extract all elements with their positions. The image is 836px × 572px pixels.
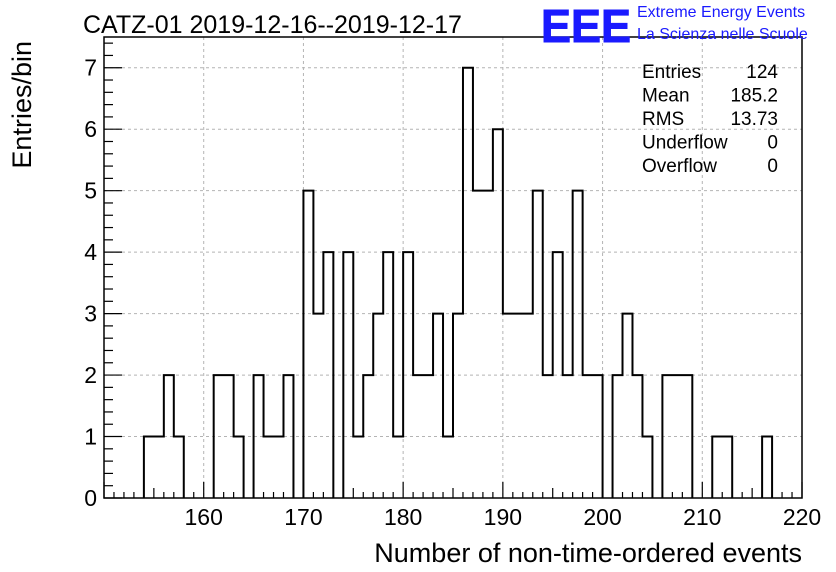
stats-label: Underflow xyxy=(642,133,728,154)
y-tick-label: 7 xyxy=(84,55,97,81)
axis-ticks: 160 170 180 190 200 210 220 0 1 2 3 4 5 6 7 xyxy=(84,42,821,530)
histogram-bin xyxy=(413,375,423,498)
histogram-bin xyxy=(164,375,174,498)
histogram-bin xyxy=(343,252,353,498)
stats-label: Entries xyxy=(642,62,701,83)
y-tick-label: 5 xyxy=(84,178,97,204)
histogram-bin xyxy=(254,375,264,498)
eee-logo-line1: Extreme Energy Events xyxy=(637,4,805,21)
histogram-bin xyxy=(583,375,593,498)
histogram-bin xyxy=(513,314,523,498)
histogram-bin xyxy=(303,191,313,498)
histogram-bin xyxy=(722,437,732,498)
y-tick-label: 0 xyxy=(84,485,97,511)
histogram-bin xyxy=(144,437,154,498)
stats-value: 185.2 xyxy=(730,86,778,107)
y-axis-title: Entries/bin xyxy=(7,41,37,169)
histogram-bin xyxy=(274,437,284,498)
histogram-bin xyxy=(483,191,493,498)
histogram-bin xyxy=(563,375,573,498)
y-tick-label: 6 xyxy=(84,116,97,142)
y-tick-label: 1 xyxy=(84,424,97,450)
histogram-bin xyxy=(453,314,463,498)
histogram-bin xyxy=(523,314,533,498)
histogram-bin xyxy=(632,375,642,498)
histogram-bin xyxy=(682,375,692,498)
x-tick-label: 190 xyxy=(484,504,522,530)
histogram-bin xyxy=(672,375,682,498)
y-tick-label: 4 xyxy=(84,239,97,265)
histogram-bin xyxy=(613,375,623,498)
histogram-bin xyxy=(403,252,413,498)
histogram-bin xyxy=(353,437,363,498)
histogram-bin xyxy=(503,314,513,498)
stats-label: Mean xyxy=(642,86,690,107)
histogram-bin xyxy=(224,375,234,498)
stats-label: Overflow xyxy=(642,156,717,177)
histogram-bin xyxy=(543,375,553,498)
histogram-bin xyxy=(174,437,184,498)
histogram-outline xyxy=(142,66,774,498)
histogram-bin xyxy=(473,191,483,498)
histogram-bin xyxy=(712,437,722,498)
y-tick-label: 2 xyxy=(84,362,97,388)
stats-label: RMS xyxy=(642,109,684,130)
histogram-bin xyxy=(762,437,772,498)
x-tick-label: 210 xyxy=(683,504,721,530)
histogram-bin xyxy=(593,375,603,498)
x-axis-title: Number of non-time-ordered events xyxy=(374,538,802,568)
histogram-bin xyxy=(433,314,443,498)
chart-title: CATZ-01 2019-12-16--2019-12-17 xyxy=(83,11,462,39)
histogram-bin xyxy=(642,437,652,498)
histogram-bin xyxy=(393,437,403,498)
histogram-bin xyxy=(323,252,333,498)
stats-value: 0 xyxy=(767,133,778,154)
y-tick-label: 3 xyxy=(84,301,97,327)
x-tick-label: 160 xyxy=(185,504,223,530)
eee-logo: EEE Extreme Energy Events La Scienza nel… xyxy=(541,0,808,53)
x-tick-label: 220 xyxy=(783,504,821,530)
histogram-bin xyxy=(443,437,453,498)
eee-logo-line2: La Scienza nelle Scuole xyxy=(637,26,808,43)
x-tick-label: 180 xyxy=(384,504,422,530)
stats-value: 124 xyxy=(746,62,778,83)
histogram-bin xyxy=(214,375,224,498)
histogram-bin xyxy=(154,437,164,498)
histogram-bin xyxy=(234,437,244,498)
stats-value: 0 xyxy=(767,156,778,177)
histogram-bin xyxy=(313,314,323,498)
histogram-bin xyxy=(662,375,672,498)
x-tick-label: 170 xyxy=(284,504,322,530)
histogram-bin xyxy=(493,129,503,498)
histogram-bin xyxy=(573,191,583,498)
histogram-bin xyxy=(264,437,274,498)
eee-logo-letters: EEE xyxy=(541,0,631,52)
histogram-bin xyxy=(283,375,293,498)
histogram-bin xyxy=(423,375,433,498)
histogram-bin xyxy=(533,191,543,498)
histogram-bin xyxy=(383,252,393,498)
histogram-bin xyxy=(623,314,633,498)
histogram-bin xyxy=(363,375,373,498)
stats-value: 13.73 xyxy=(730,109,778,130)
histogram-bin xyxy=(373,314,383,498)
histogram-bin xyxy=(553,252,563,498)
histogram-bin xyxy=(463,68,473,498)
x-tick-label: 200 xyxy=(583,504,621,530)
